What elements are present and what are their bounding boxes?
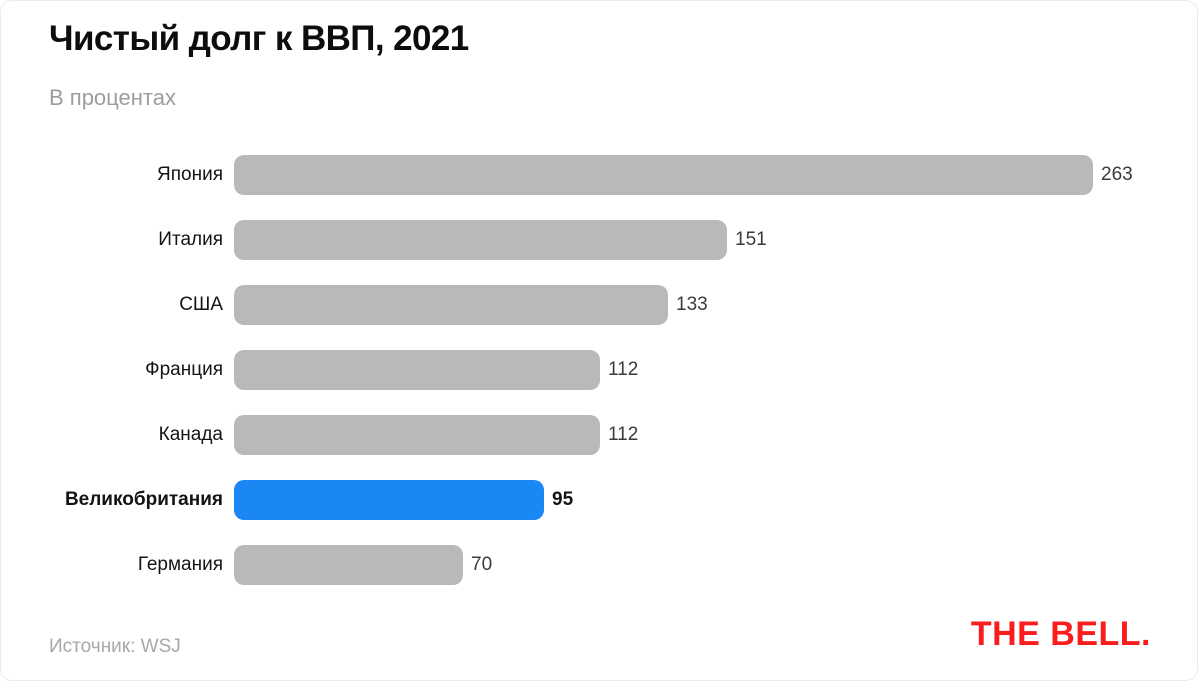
value-label: 95 [552,489,574,510]
bar [234,155,1093,195]
chart-row: Италия 151 [49,220,1159,260]
chart-row: Япония 263 [49,155,1159,195]
category-label: США [179,294,223,315]
bar [234,285,668,325]
the-bell-logo: THE BELL. [970,615,1151,653]
value-label: 133 [676,294,708,315]
value-label: 70 [471,554,493,575]
bar [234,545,463,585]
chart-subtitle: В процентах [49,85,176,110]
chart-row: Канада 112 [49,415,1159,455]
bar [234,415,600,455]
category-label: Япония [157,164,223,185]
value-label: 263 [1101,164,1133,185]
category-label: Франция [145,359,223,380]
bar [234,350,600,390]
source-note: Источник: WSJ [49,636,181,657]
chart-title: Чистый долг к ВВП, 2021 [49,19,469,58]
category-label: Италия [158,229,223,250]
chart-row: Германия 70 [49,545,1159,585]
category-label: Великобритания [64,489,223,510]
value-label: 112 [608,424,639,445]
category-label: Германия [137,554,223,575]
category-label: Канада [158,424,223,445]
chart-row: Франция 112 [49,350,1159,390]
bar [234,220,727,260]
value-label: 151 [735,229,767,250]
value-label: 112 [608,359,639,380]
bar-chart: Япония 263 Италия 151 США 133 Франция 112 Канада… [49,155,1159,585]
bar-highlighted [234,480,544,520]
chart-row: Великобритания 95 [49,480,1159,520]
chart-row: США 133 [49,285,1159,325]
